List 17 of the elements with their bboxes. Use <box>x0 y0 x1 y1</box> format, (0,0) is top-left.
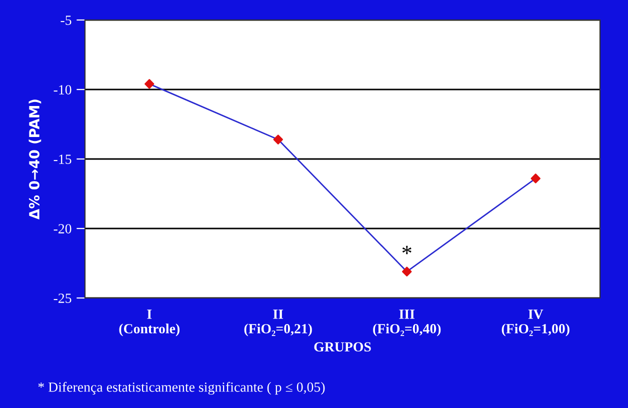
x-tick-label: I (Controle) <box>119 310 180 336</box>
x-tick-label: III (FiO₂=0,40) <box>373 310 441 336</box>
text: * Diferença estatisticamente significante ( p ≤ 0,05) <box>38 382 325 395</box>
x-axis-title: GRUPOS <box>314 342 371 352</box>
point <box>402 266 412 276</box>
y-axis-title: Δ% 0→40 (PAM) <box>28 100 42 220</box>
y-tick-label: -15 <box>54 154 72 164</box>
y-tick-label: -25 <box>54 294 72 303</box>
point <box>144 79 154 89</box>
annotation: * <box>402 246 412 254</box>
point <box>530 174 540 184</box>
y-tick-label: -10 <box>54 85 72 94</box>
y-tick-label: -5 <box>60 16 72 25</box>
point <box>273 134 283 144</box>
x-tick-label: II (FiO₂=0,21) <box>244 310 312 336</box>
y-tick-label: -20 <box>54 224 72 234</box>
x-tick-label: IV (FiO₂=1,00) <box>502 310 570 336</box>
